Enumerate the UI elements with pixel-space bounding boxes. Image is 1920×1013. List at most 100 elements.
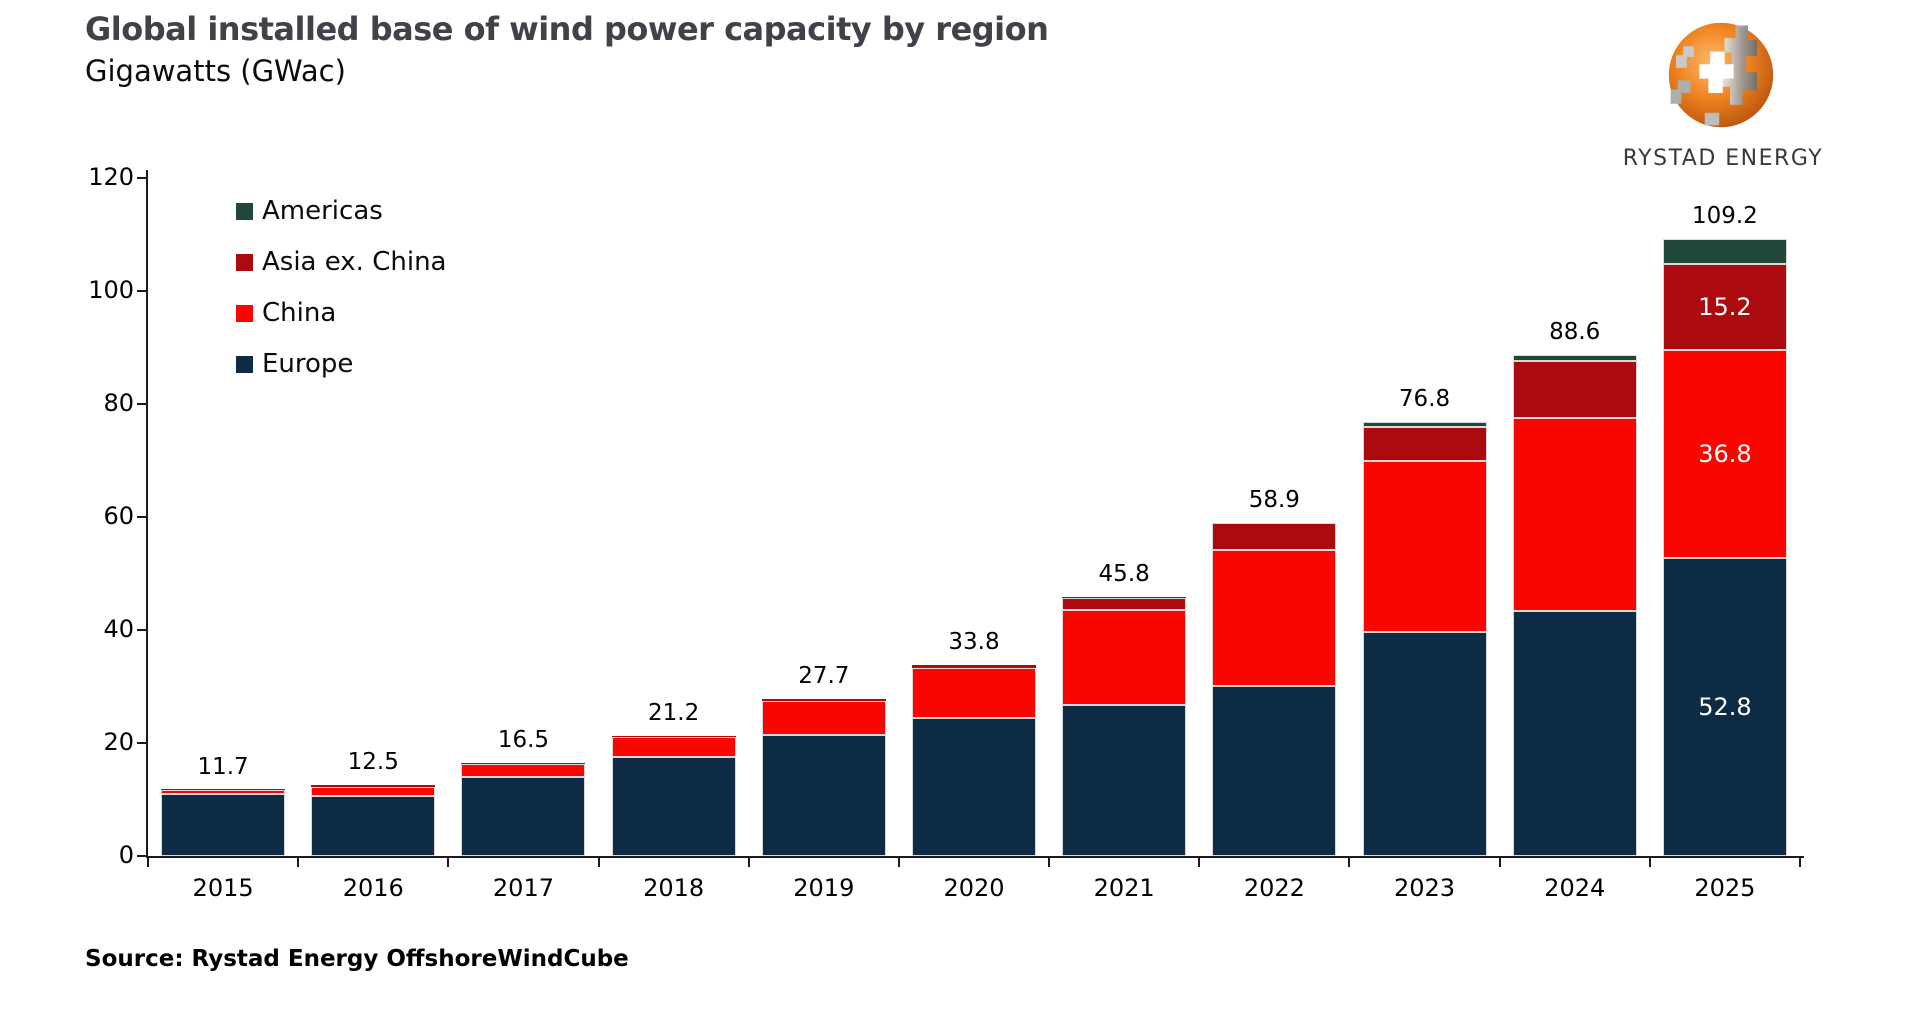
y-tick-label: 120 <box>88 163 134 191</box>
bar-segment-americas-2025 <box>1662 239 1787 264</box>
bar-segment-asia-ex-china-2017 <box>461 763 586 764</box>
bar-segment-asia-ex-china-2024 <box>1512 361 1637 418</box>
bar-total-label-2017: 16.5 <box>497 727 550 753</box>
segment-value-label-europe: 52.8 <box>1698 692 1752 721</box>
x-tick-mark <box>447 858 450 867</box>
y-tick-label: 60 <box>103 502 134 530</box>
x-tick-mark <box>1799 858 1801 867</box>
bar-segment-asia-ex-china-2020 <box>912 666 1036 668</box>
bar-2022 <box>1212 523 1337 856</box>
x-axis-label-2019: 2019 <box>793 874 855 902</box>
legend-label: Europe <box>262 349 354 379</box>
x-axis-label-2015: 2015 <box>192 874 254 902</box>
bar-segment-china-2017 <box>461 764 586 777</box>
bar-segment-europe-2021 <box>1062 705 1187 856</box>
bar-2017 <box>461 763 586 856</box>
segment-value-label-asia-ex-china: 15.2 <box>1698 292 1752 321</box>
bar-segment-asia-ex-china-2018 <box>611 736 736 737</box>
bar-2025: 15.2 36.8 52.8 <box>1662 239 1787 856</box>
bar-2016 <box>311 785 436 856</box>
legend-swatch-icon <box>236 202 253 220</box>
y-tick-label: 20 <box>103 728 134 756</box>
bar-segment-europe-2025 <box>1662 558 1787 856</box>
bar-segment-china-2018 <box>611 737 736 757</box>
source-note: Source: Rystad Energy OffshoreWindCube <box>85 946 629 972</box>
x-tick-mark <box>747 858 750 867</box>
legend-label: China <box>262 298 337 328</box>
bar-total-label-2021: 45.8 <box>1098 561 1150 587</box>
bar-segment-asia-ex-china-2019 <box>761 699 886 701</box>
x-axis-label-2023: 2023 <box>1394 874 1456 902</box>
bar-2015 <box>161 789 286 856</box>
bar-segment-china-2020 <box>912 668 1036 718</box>
page-title: Global installed base of wind power capa… <box>85 10 1049 48</box>
bar-segment-europe-2023 <box>1362 632 1487 856</box>
bar-segment-americas-2024 <box>1512 355 1637 361</box>
x-axis-label-2017: 2017 <box>492 874 554 902</box>
bar-total-label-2018: 21.2 <box>648 700 700 726</box>
y-tick-mark <box>137 177 146 179</box>
bar-segment-europe-2020 <box>912 718 1036 856</box>
bar-2021 <box>1062 597 1187 856</box>
bar-segment-asia-ex-china-2015 <box>161 789 286 790</box>
bar-2018 <box>611 736 736 856</box>
bar-segment-europe-2022 <box>1212 686 1337 856</box>
x-tick-mark <box>147 858 149 867</box>
x-tick-mark <box>1048 858 1051 867</box>
x-tick-mark <box>297 858 300 867</box>
bar-segment-china-2021 <box>1062 610 1187 705</box>
x-tick-mark <box>1648 858 1651 867</box>
legend-swatch-icon <box>236 304 253 322</box>
bar-segment-asia-ex-china-2022 <box>1212 523 1337 550</box>
y-tick-mark <box>137 742 146 744</box>
x-axis-line <box>146 856 1804 858</box>
x-axis-label-2018: 2018 <box>643 874 705 902</box>
bar-total-label-2015: 11.7 <box>197 754 249 780</box>
bar-segment-china-2019 <box>761 701 886 735</box>
legend-label: Americas <box>262 196 383 226</box>
bar-2020 <box>912 665 1036 856</box>
x-axis-label-2021: 2021 <box>1093 874 1155 902</box>
chart-legend: Americas Asia ex. China China Europe <box>236 196 446 400</box>
bar-segment-europe-2015 <box>161 794 286 856</box>
bar-segment-asia-ex-china-2016 <box>311 785 436 787</box>
legend-swatch-icon <box>236 253 253 271</box>
bar-segment-europe-2024 <box>1512 611 1637 856</box>
y-tick-mark <box>137 855 146 857</box>
bar-2024 <box>1512 355 1637 856</box>
y-tick-mark <box>137 516 146 518</box>
bar-segment-europe-2018 <box>611 757 736 856</box>
x-tick-mark <box>1348 858 1351 867</box>
bar-segment-asia-ex-china-2023 <box>1362 427 1487 461</box>
y-tick-mark <box>137 290 146 292</box>
rystad-energy-wordmark: RYSTAD ENERGY <box>1622 146 1824 171</box>
legend-item-china: China <box>236 298 446 328</box>
y-tick-label: 40 <box>103 615 134 643</box>
bar-segment-china-2015 <box>161 790 286 794</box>
segment-value-label-china: 36.8 <box>1698 439 1752 468</box>
bar-segment-china-2025 <box>1662 350 1787 558</box>
x-tick-mark <box>1198 858 1201 867</box>
bar-segment-europe-2017 <box>461 777 586 856</box>
y-tick-mark <box>137 403 146 405</box>
bar-2019 <box>761 699 886 856</box>
y-axis-line <box>146 170 148 858</box>
bar-segment-china-2016 <box>311 787 436 796</box>
bar-segment-china-2024 <box>1512 418 1637 611</box>
rystad-energy-logo-icon <box>1668 22 1774 128</box>
bar-segment-americas-2023 <box>1362 422 1487 427</box>
y-tick-label: 0 <box>118 841 134 869</box>
bar-total-label-2016: 12.5 <box>347 749 399 775</box>
bar-segment-europe-2019 <box>761 735 886 856</box>
legend-item-europe: Europe <box>236 349 446 379</box>
x-tick-mark <box>897 858 900 867</box>
x-tick-mark <box>597 858 600 867</box>
bar-segment-europe-2016 <box>311 796 436 856</box>
x-axis-label-2024: 2024 <box>1544 874 1606 902</box>
bar-total-label-2025: 109.2 <box>1691 203 1758 229</box>
y-tick-label: 80 <box>103 389 134 417</box>
legend-item-americas: Americas <box>236 196 446 226</box>
bar-segment-asia-ex-china-2025 <box>1662 264 1787 350</box>
x-axis-label-2016: 2016 <box>342 874 404 902</box>
x-axis-label-2020: 2020 <box>943 874 1005 902</box>
